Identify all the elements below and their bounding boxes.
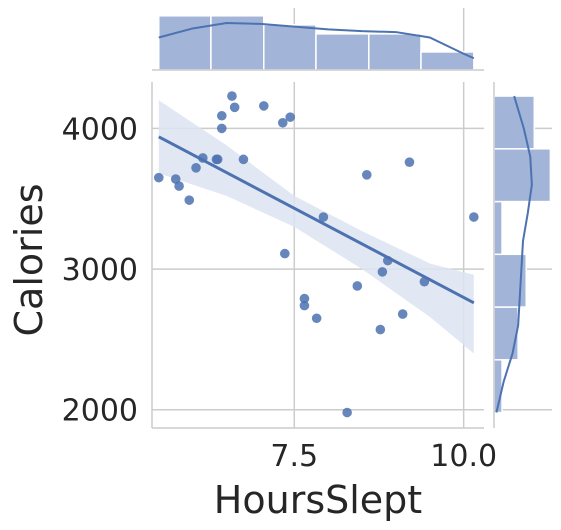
marginal-x-histogram — [152, 8, 484, 70]
right-hist-bar — [494, 307, 518, 360]
right-hist-bar — [494, 96, 534, 149]
scatter-point — [280, 249, 290, 259]
scatter-point — [376, 325, 386, 335]
scatter-point — [217, 111, 227, 121]
top-hist-bar — [264, 25, 316, 70]
y-tick-label: 4000 — [62, 112, 138, 147]
y-tick-label: 3000 — [62, 253, 138, 288]
scatter-point — [239, 155, 249, 165]
scatter-point — [184, 195, 194, 205]
scatter-point — [352, 281, 362, 291]
x-tick-label: 10.0 — [430, 439, 497, 474]
scatter-point — [420, 277, 430, 287]
y-tick-label: 2000 — [62, 394, 138, 429]
top-hist-bar — [316, 34, 369, 70]
y-axis-title: Calories — [7, 184, 51, 337]
scatter-point — [312, 313, 322, 323]
scatter-point — [362, 170, 372, 180]
scatter-point — [198, 153, 208, 163]
scatter-point — [230, 103, 240, 113]
right-hist-bar — [494, 149, 550, 202]
x-axis-ticks: 7.5 10.0 — [270, 439, 497, 474]
x-tick-label: 7.5 — [270, 439, 318, 474]
top-hist-bar — [159, 16, 211, 70]
scatter-point — [378, 267, 388, 277]
marginal-y-histogram — [494, 82, 552, 428]
scatter-point — [191, 163, 201, 173]
scatter-point — [319, 212, 329, 222]
scatter-point — [213, 155, 223, 165]
scatter-plot-area — [152, 82, 484, 428]
scatter-point — [300, 301, 310, 311]
scatter-point — [154, 173, 164, 183]
scatter-point — [383, 256, 393, 266]
scatter-point — [285, 112, 295, 122]
scatter-point — [405, 157, 415, 167]
scatter-point — [398, 309, 408, 319]
scatter-point — [174, 181, 184, 191]
top-hist-bar — [369, 34, 421, 70]
scatter-point — [259, 101, 269, 111]
right-hist-bar — [494, 202, 502, 255]
y-axis-ticks: 2000 3000 4000 — [62, 112, 138, 428]
scatter-point — [342, 408, 352, 418]
scatter-point — [217, 124, 227, 134]
scatter-point — [469, 212, 479, 222]
x-axis-title: HoursSlept — [214, 478, 422, 522]
scatter-point — [227, 91, 237, 101]
